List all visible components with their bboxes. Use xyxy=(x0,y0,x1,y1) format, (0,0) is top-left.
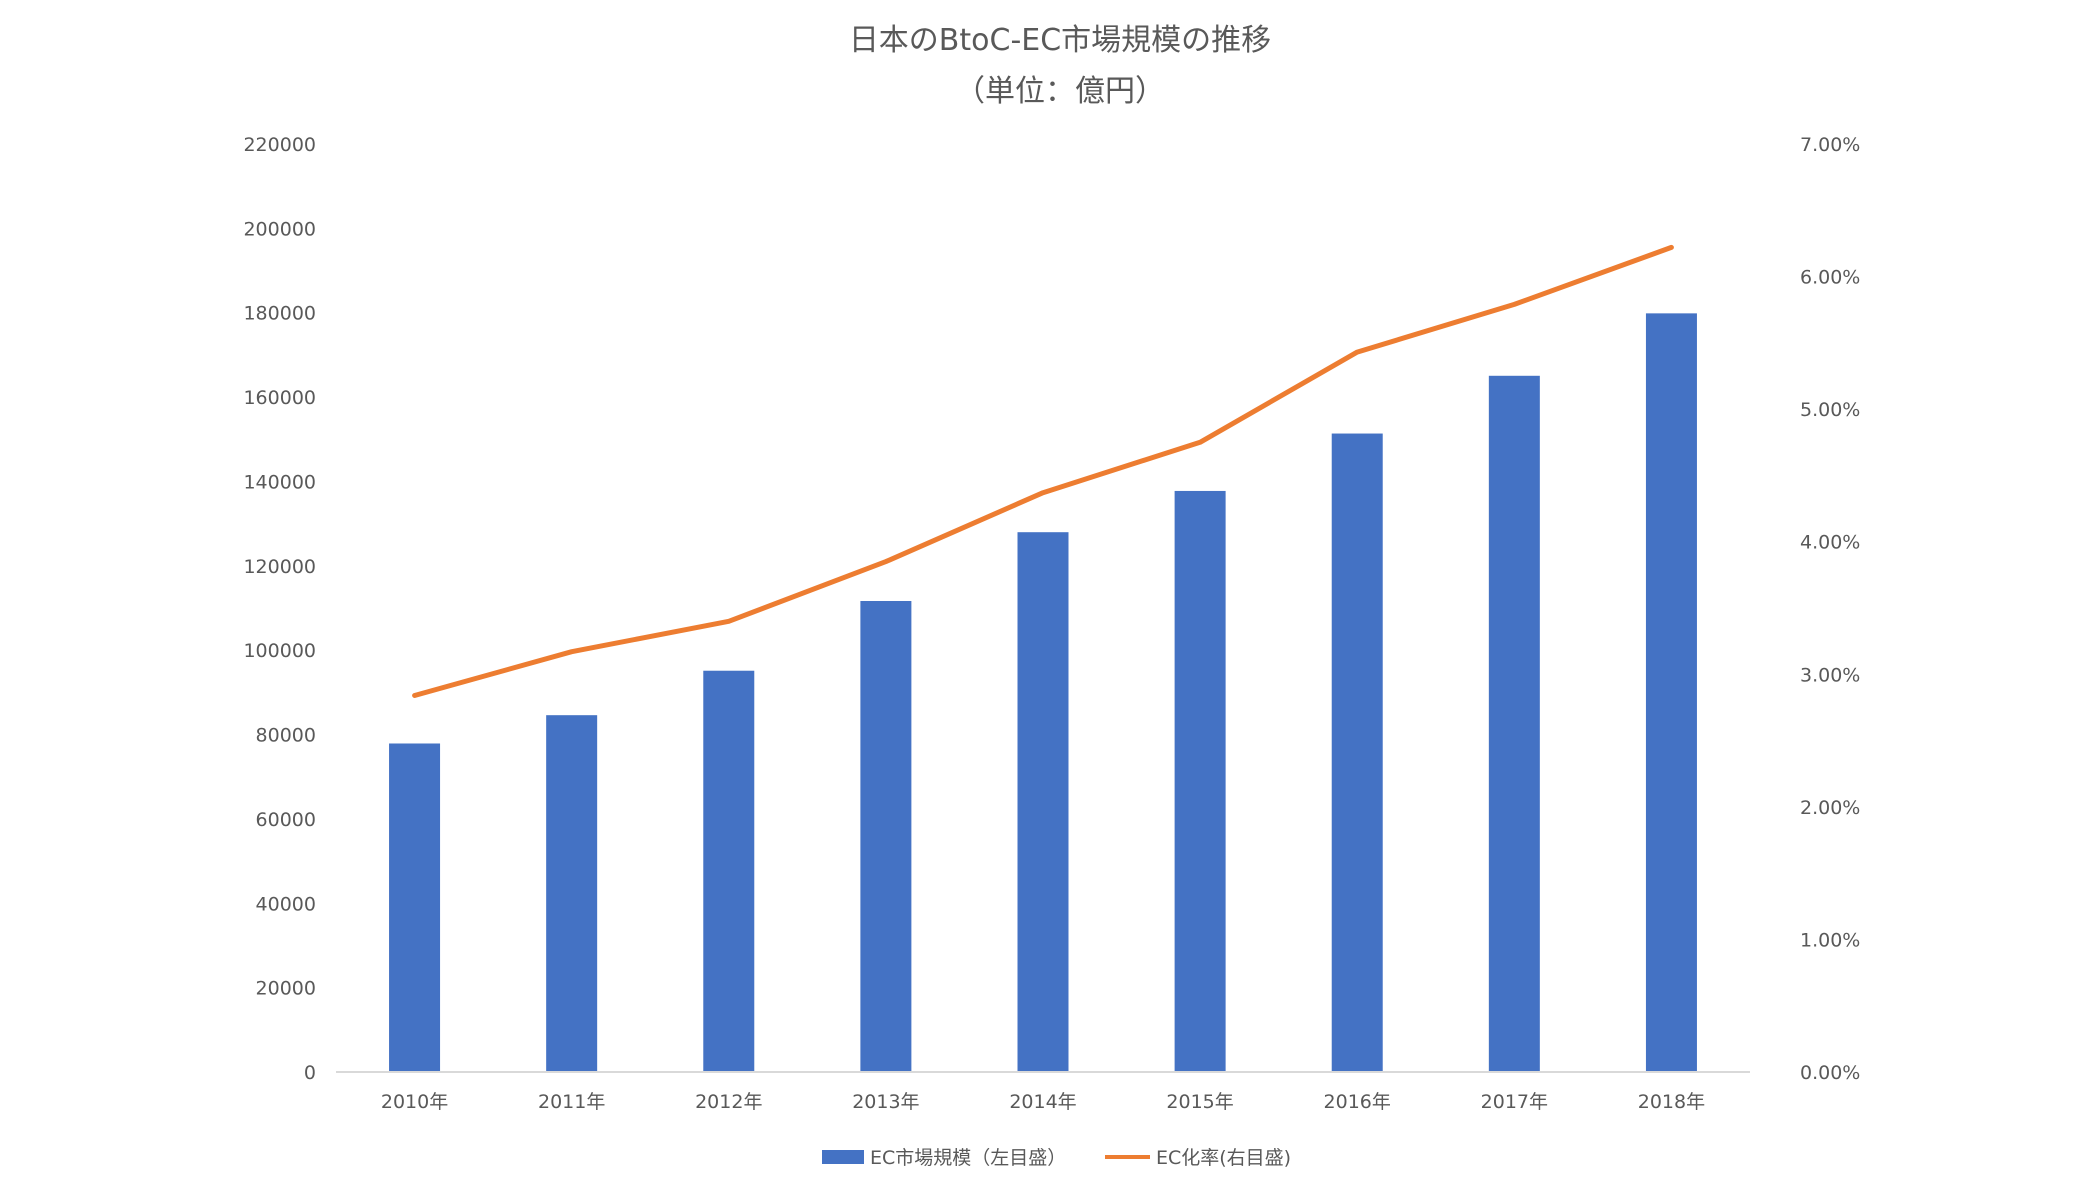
category-label: 2012年 xyxy=(695,1091,762,1113)
left-axis: 0 20000 40000 60000 80000 100000 120000 140000 1… xyxy=(243,134,316,1084)
category-label: 2010年 xyxy=(381,1091,448,1113)
category-label: 2017年 xyxy=(1481,1091,1548,1113)
left-tick-label: 160000 xyxy=(243,387,316,409)
category-label: 2013年 xyxy=(852,1091,919,1113)
bar xyxy=(1017,532,1069,1072)
bar xyxy=(1331,433,1383,1072)
right-tick-label: 6.00% xyxy=(1800,267,1860,289)
left-tick-label: 40000 xyxy=(256,893,316,915)
legend-swatch-bar xyxy=(822,1150,864,1164)
left-tick-label: 220000 xyxy=(243,134,316,156)
category-label: 2015年 xyxy=(1166,1091,1233,1113)
bar xyxy=(703,670,755,1072)
left-tick-label: 120000 xyxy=(243,556,316,578)
right-tick-label: 0.00% xyxy=(1800,1062,1860,1084)
right-tick-label: 4.00% xyxy=(1800,532,1860,554)
left-tick-label: 20000 xyxy=(256,978,316,1000)
right-tick-label: 3.00% xyxy=(1800,664,1860,686)
right-tick-label: 1.00% xyxy=(1800,929,1860,951)
chart-title: 日本のBtoC-EC市場規模の推移 xyxy=(849,23,1271,58)
chart-subtitle: （単位：億円） xyxy=(955,74,1165,109)
right-tick-label: 2.00% xyxy=(1800,797,1860,819)
right-tick-label: 5.00% xyxy=(1800,399,1860,421)
left-tick-label: 0 xyxy=(304,1062,316,1084)
bar xyxy=(1645,313,1697,1072)
category-label: 2018年 xyxy=(1638,1091,1705,1113)
legend: EC市場規模（左目盛） EC化率(右目盛) xyxy=(822,1147,1291,1169)
legend-label-bar: EC市場規模（左目盛） xyxy=(870,1147,1066,1169)
category-label: 2011年 xyxy=(538,1091,605,1113)
x-axis: 2010年 2011年 2012年 2013年 2014年 2015年 2016年 2017年… xyxy=(381,1091,1705,1113)
left-tick-label: 180000 xyxy=(243,303,316,325)
category-label: 2016年 xyxy=(1324,1091,1391,1113)
left-tick-label: 80000 xyxy=(256,725,316,747)
bar xyxy=(1174,490,1226,1073)
left-tick-label: 60000 xyxy=(256,809,316,831)
bar-series xyxy=(389,313,1697,1073)
category-label: 2014年 xyxy=(1009,1091,1076,1113)
right-axis: 0.00% 1.00% 2.00% 3.00% 4.00% 5.00% 6.00% 7.00% xyxy=(1800,134,1860,1084)
left-tick-label: 200000 xyxy=(243,218,316,240)
legend-label-line: EC化率(右目盛) xyxy=(1156,1147,1291,1169)
bar xyxy=(1488,375,1540,1073)
left-tick-label: 140000 xyxy=(243,471,316,493)
bar xyxy=(546,715,598,1072)
line-series xyxy=(412,244,1674,698)
right-tick-label: 7.00% xyxy=(1800,134,1860,156)
bar xyxy=(860,600,912,1072)
bar xyxy=(389,743,441,1072)
left-tick-label: 100000 xyxy=(243,640,316,662)
